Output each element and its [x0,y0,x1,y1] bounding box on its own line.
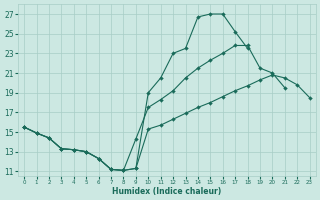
X-axis label: Humidex (Indice chaleur): Humidex (Indice chaleur) [112,187,221,196]
